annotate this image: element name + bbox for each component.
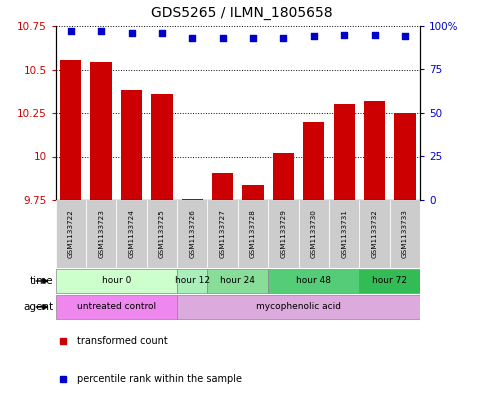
Text: GSM1133732: GSM1133732 <box>371 209 378 259</box>
Text: GSM1133733: GSM1133733 <box>402 209 408 259</box>
Bar <box>177 200 208 268</box>
Point <box>128 30 135 36</box>
Bar <box>329 200 359 268</box>
Bar <box>177 269 208 293</box>
Text: GSM1133731: GSM1133731 <box>341 209 347 259</box>
Bar <box>359 269 420 293</box>
Point <box>371 31 379 38</box>
Text: hour 12: hour 12 <box>175 276 210 285</box>
Bar <box>60 60 81 200</box>
Text: untreated control: untreated control <box>77 302 156 311</box>
Point <box>158 30 166 36</box>
Text: GSM1133728: GSM1133728 <box>250 209 256 259</box>
Bar <box>212 173 233 200</box>
Bar <box>303 122 325 200</box>
Bar <box>208 269 268 293</box>
Point <box>341 31 348 38</box>
Bar <box>273 153 294 200</box>
Text: GSM1133727: GSM1133727 <box>220 209 226 259</box>
Bar <box>151 94 172 200</box>
Text: GDS5265 / ILMN_1805658: GDS5265 / ILMN_1805658 <box>151 6 332 20</box>
Bar <box>86 200 116 268</box>
Text: hour 48: hour 48 <box>297 276 331 285</box>
Point <box>67 28 74 34</box>
Bar <box>177 295 420 319</box>
Text: transformed count: transformed count <box>77 336 168 346</box>
Bar <box>56 200 86 268</box>
Point <box>401 33 409 40</box>
Bar <box>56 269 177 293</box>
Text: time: time <box>29 276 53 286</box>
Point <box>280 35 287 41</box>
Text: hour 0: hour 0 <box>101 276 131 285</box>
Text: GSM1133730: GSM1133730 <box>311 209 317 259</box>
Point <box>219 35 227 41</box>
Text: GSM1133722: GSM1133722 <box>68 209 74 259</box>
Bar <box>182 198 203 200</box>
Bar <box>147 200 177 268</box>
Bar <box>56 295 177 319</box>
Bar <box>268 269 359 293</box>
Point <box>249 35 257 41</box>
Text: GSM1133729: GSM1133729 <box>281 209 286 259</box>
Text: GSM1133724: GSM1133724 <box>128 209 135 259</box>
Point <box>310 33 318 40</box>
Bar <box>298 200 329 268</box>
Bar <box>121 90 142 200</box>
Bar <box>242 185 264 200</box>
Text: percentile rank within the sample: percentile rank within the sample <box>77 374 242 384</box>
Bar <box>238 200 268 268</box>
Bar <box>359 200 390 268</box>
Text: GSM1133726: GSM1133726 <box>189 209 195 259</box>
Bar <box>268 200 298 268</box>
Text: mycophenolic acid: mycophenolic acid <box>256 302 341 311</box>
Bar <box>334 104 355 200</box>
Bar <box>90 62 112 200</box>
Point <box>188 35 196 41</box>
Text: hour 24: hour 24 <box>220 276 256 285</box>
Bar <box>364 101 385 200</box>
Bar <box>390 200 420 268</box>
Text: hour 72: hour 72 <box>372 276 407 285</box>
Bar <box>395 113 416 200</box>
Text: GSM1133725: GSM1133725 <box>159 209 165 259</box>
Point <box>97 28 105 34</box>
Text: GSM1133723: GSM1133723 <box>98 209 104 259</box>
Text: agent: agent <box>23 302 53 312</box>
Bar <box>116 200 147 268</box>
Bar <box>208 200 238 268</box>
